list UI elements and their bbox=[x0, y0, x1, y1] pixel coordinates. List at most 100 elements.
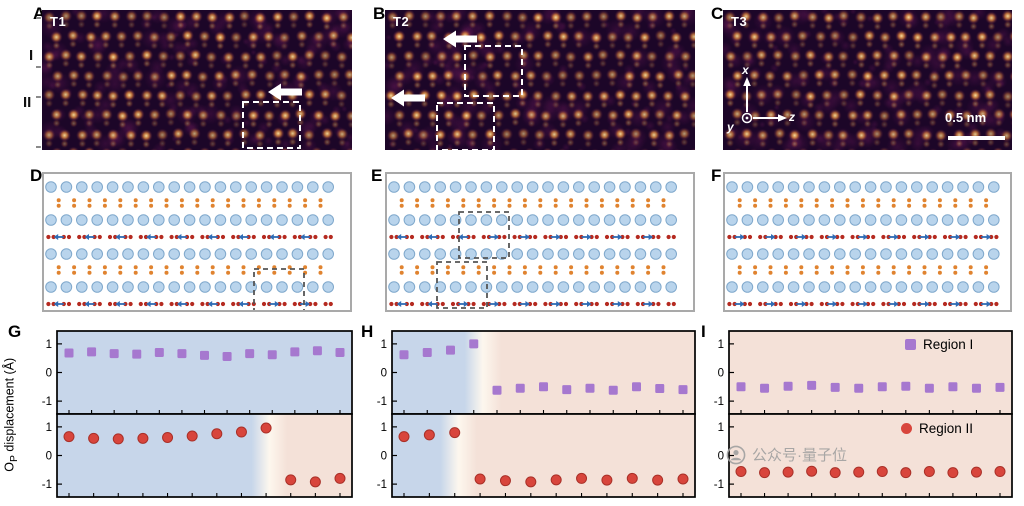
atom-small-orange bbox=[102, 270, 107, 275]
atom-small-red bbox=[517, 301, 522, 307]
polarization-arrow-head bbox=[427, 234, 432, 240]
polarization-arrow-head bbox=[986, 234, 992, 240]
atom-small-orange bbox=[56, 203, 61, 208]
atom-small-orange bbox=[783, 270, 788, 275]
time-label-t2: T2 bbox=[393, 14, 410, 29]
atom-small-red bbox=[589, 234, 594, 240]
atom-small-orange bbox=[72, 203, 77, 208]
y-tick-label: 0 bbox=[718, 368, 724, 380]
atom-small-red bbox=[231, 234, 236, 240]
atom-large-blue bbox=[245, 281, 257, 293]
panel-label-b: B bbox=[373, 4, 386, 23]
atom-small-orange bbox=[287, 198, 292, 203]
axis-frame bbox=[728, 413, 1013, 498]
polarization-arrow-head bbox=[146, 234, 151, 240]
atom-small-red bbox=[231, 301, 236, 307]
atom-small-orange bbox=[492, 198, 497, 203]
data-point-circle bbox=[260, 422, 272, 434]
subplot-background bbox=[729, 331, 1012, 414]
atom-small-red bbox=[773, 301, 778, 307]
atom-small-orange bbox=[415, 270, 420, 275]
polarization-arrow-head bbox=[525, 301, 530, 307]
atom-small-orange bbox=[133, 198, 138, 203]
atom-large-blue bbox=[957, 248, 969, 260]
atom-large-blue bbox=[291, 181, 304, 193]
atom-small-red bbox=[958, 301, 963, 307]
atom-small-red bbox=[328, 234, 333, 240]
data-point-square bbox=[515, 383, 525, 393]
atom-small-red bbox=[855, 234, 860, 240]
data-point-circle bbox=[970, 466, 982, 478]
chart-svg-H: 1 0 -1 1 0 -1 bbox=[377, 330, 696, 498]
atom-small-red bbox=[389, 301, 394, 307]
atom-large-blue bbox=[276, 181, 288, 193]
atom-small-red bbox=[651, 301, 656, 307]
atom-large-blue bbox=[573, 214, 585, 226]
data-point-circle bbox=[88, 432, 100, 444]
atom-small-orange bbox=[922, 198, 927, 203]
atom-small-red bbox=[788, 301, 794, 307]
atom-large-blue bbox=[465, 181, 477, 193]
atom-large-blue bbox=[91, 248, 104, 260]
atom-small-orange bbox=[164, 265, 169, 270]
atom-large-blue bbox=[76, 214, 88, 226]
atom-small-orange bbox=[845, 198, 850, 203]
atom-large-blue bbox=[726, 214, 738, 226]
atom-small-red bbox=[97, 234, 102, 240]
atom-small-orange bbox=[538, 270, 543, 275]
atom-large-blue bbox=[573, 181, 585, 193]
atom-large-blue bbox=[787, 281, 800, 293]
atom-small-orange bbox=[226, 265, 231, 270]
atom-large-blue bbox=[988, 248, 1000, 260]
atom-large-blue bbox=[480, 181, 493, 193]
polarization-arrow-head bbox=[115, 234, 120, 240]
atom-large-blue bbox=[511, 214, 523, 226]
atom-large-blue bbox=[588, 248, 600, 260]
atom-small-red bbox=[205, 234, 210, 240]
atom-small-orange bbox=[783, 198, 788, 203]
atom-large-blue bbox=[168, 281, 180, 293]
atom-large-blue bbox=[168, 214, 180, 226]
atom-small-orange bbox=[968, 203, 973, 208]
data-point-square bbox=[877, 382, 887, 392]
atom-small-orange bbox=[937, 203, 942, 208]
atom-small-orange bbox=[922, 203, 927, 208]
atomic-model-svg-f bbox=[726, 181, 1000, 307]
atom-small-red bbox=[200, 234, 205, 240]
atom-large-blue bbox=[168, 248, 180, 260]
atom-small-orange bbox=[507, 198, 512, 203]
atom-large-blue bbox=[542, 181, 554, 193]
atom-small-red bbox=[404, 301, 409, 307]
atom-small-red bbox=[809, 234, 814, 240]
atom-large-blue bbox=[972, 281, 985, 293]
atom-large-blue bbox=[726, 181, 738, 193]
atom-small-red bbox=[763, 234, 768, 240]
atom-small-orange bbox=[737, 265, 742, 270]
y-tick-label: 0 bbox=[718, 451, 724, 463]
atom-small-orange bbox=[118, 265, 123, 270]
atom-small-orange bbox=[615, 203, 620, 208]
atomic-model-e bbox=[385, 172, 695, 312]
data-point-circle bbox=[853, 466, 865, 478]
atom-small-red bbox=[579, 234, 584, 240]
polarization-arrow-head bbox=[863, 301, 868, 307]
polarization-arrow-head bbox=[617, 301, 623, 307]
atom-small-orange bbox=[149, 198, 154, 203]
atom-small-orange bbox=[522, 270, 527, 275]
atom-small-orange bbox=[318, 270, 323, 275]
atom-small-red bbox=[640, 301, 646, 307]
data-point-square bbox=[807, 380, 817, 390]
atom-large-blue bbox=[260, 181, 273, 193]
atom-small-red bbox=[308, 301, 313, 307]
atom-small-orange bbox=[953, 203, 958, 208]
atom-small-red bbox=[620, 234, 625, 240]
atom-small-red bbox=[850, 301, 855, 307]
data-point-circle bbox=[601, 474, 613, 486]
atom-small-red bbox=[563, 234, 569, 240]
atom-small-red bbox=[154, 301, 159, 307]
atom-small-red bbox=[313, 234, 318, 240]
y-tick-label: 0 bbox=[381, 368, 387, 380]
atom-large-blue bbox=[465, 214, 477, 226]
atom-small-orange bbox=[937, 198, 942, 203]
